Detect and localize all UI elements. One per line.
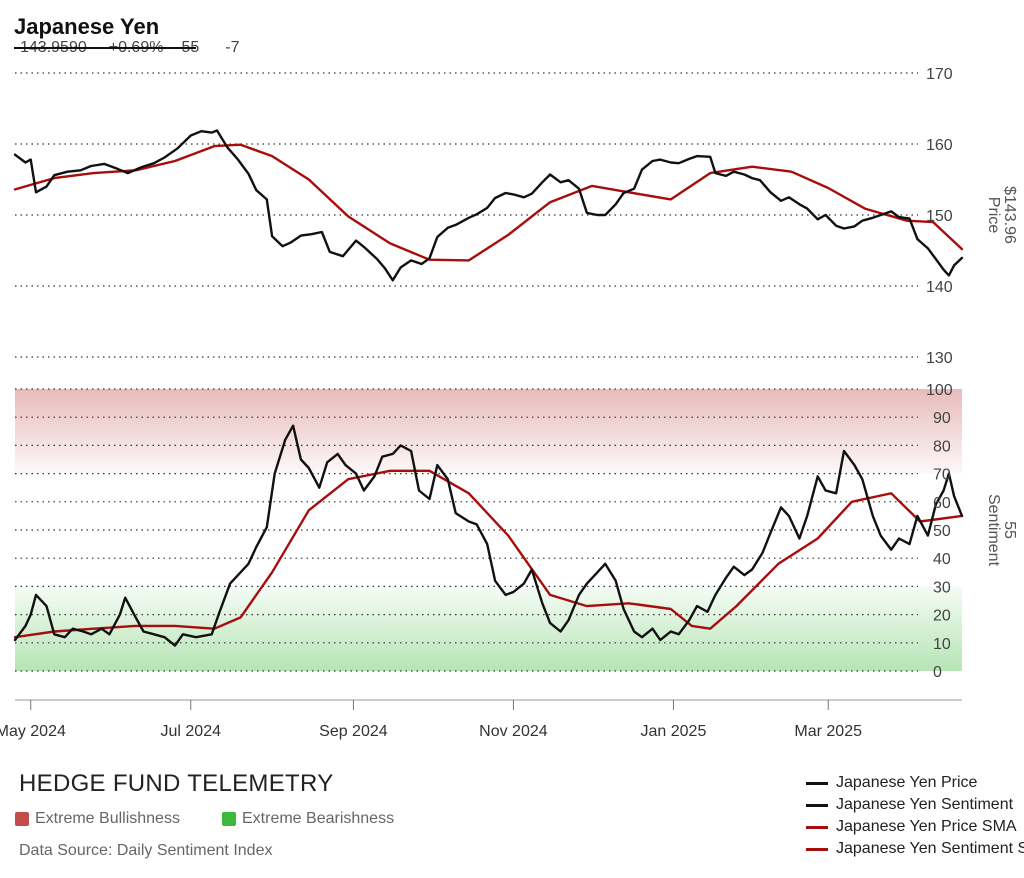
sentiment-tick-label: 40 — [933, 551, 951, 568]
legend-item-sentiment[interactable]: Japanese Yen Sentiment — [806, 794, 1024, 816]
x-tick-label: Jul 2024 — [161, 723, 222, 740]
sentiment-change: -7 — [225, 39, 240, 56]
strike-line — [14, 47, 196, 49]
extreme-bullish-zone — [15, 389, 962, 474]
sentiment-tick-label: 60 — [933, 495, 951, 512]
sentiment-tick-label: 20 — [933, 608, 951, 625]
bearish-swatch — [222, 812, 236, 826]
chart-canvas: 140 150 160 170 130 0 10 20 30 40 50 60 70 80 90 100 May… — [0, 66, 1018, 740]
legend-label: Japanese Yen Price — [836, 774, 978, 791]
chart-title: Japanese Yen — [14, 14, 160, 39]
x-tick-label: May 2024 — [0, 723, 66, 740]
price-axis-label-line: Price — [985, 197, 1002, 234]
legend-item-price-sma[interactable]: Japanese Yen Price SMA — [806, 816, 1024, 838]
sentiment-tick-label: 0 — [933, 664, 942, 681]
price-tick-label: 150 — [926, 208, 953, 225]
x-tick-label: Nov 2024 — [479, 723, 548, 740]
legend-swatch — [806, 803, 828, 807]
price-tick-label: 130 — [926, 350, 953, 367]
brand-label: HEDGE FUND TELEMETRY — [19, 770, 334, 797]
sentiment-axis-label-line: 55 — [1001, 521, 1018, 539]
price-axis-label-line: $143.96 — [1001, 186, 1018, 244]
sentiment-tick-label: 10 — [933, 636, 951, 653]
sentiment-axis-label-line: Sentiment — [985, 494, 1002, 567]
key-extreme-bullish: Extreme Bullishness — [15, 810, 180, 828]
sentiment-sma-line — [13, 469, 964, 639]
sentiment-tick-label: 90 — [933, 410, 951, 427]
x-tick-label: Mar 2025 — [794, 723, 862, 740]
legend-label: Japanese Yen Sentiment SMA — [836, 840, 1024, 857]
x-tick-label: Sep 2024 — [319, 723, 388, 740]
bullish-swatch — [15, 812, 29, 826]
legend-swatch — [806, 847, 828, 851]
sentiment-tick-label: 100 — [926, 382, 953, 399]
sentiment-axis-label: Sentiment 55 — [985, 494, 1018, 567]
legend: Japanese Yen Price Japanese Yen Sentimen… — [806, 772, 1024, 860]
sentiment-line — [13, 424, 964, 647]
legend-label: Japanese Yen Sentiment — [836, 796, 1014, 813]
sentiment-tick-label: 30 — [933, 579, 951, 596]
key-bearish-label: Extreme Bearishness — [242, 810, 395, 827]
sentiment-tick-label: 80 — [933, 438, 951, 455]
key-bullish-label: Extreme Bullishness — [35, 810, 180, 827]
price-axis-label: Price $143.96 — [985, 186, 1018, 244]
key-extreme-bearish: Extreme Bearishness — [222, 810, 394, 828]
price-tick-label: 170 — [926, 66, 953, 83]
price-tick-label: 140 — [926, 279, 953, 296]
data-source: Data Source: Daily Sentiment Index — [19, 842, 273, 859]
legend-label: Japanese Yen Price SMA — [836, 818, 1017, 835]
extreme-bearish-zone — [15, 586, 962, 671]
sentiment-tick-label: 70 — [933, 467, 951, 484]
price-line — [13, 129, 964, 282]
legend-swatch — [806, 781, 828, 785]
legend-item-sentiment-sma[interactable]: Japanese Yen Sentiment SMA — [806, 838, 1024, 860]
legend-swatch — [806, 825, 828, 829]
x-tick-label: Jan 2025 — [641, 723, 707, 740]
sentiment-tick-label: 50 — [933, 523, 951, 540]
price-tick-label: 160 — [926, 137, 953, 154]
price-sma-line — [13, 143, 964, 262]
legend-item-price[interactable]: Japanese Yen Price — [806, 772, 1024, 794]
